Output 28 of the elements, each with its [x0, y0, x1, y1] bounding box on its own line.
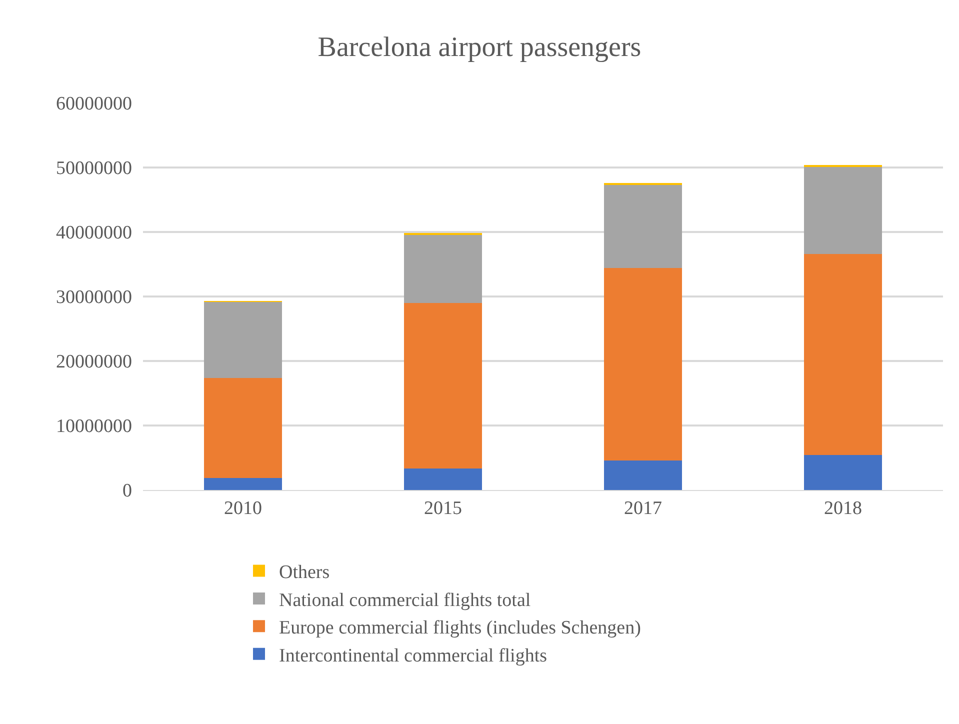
legend-label: Others — [279, 562, 330, 584]
bar — [404, 468, 482, 490]
bar — [604, 268, 682, 460]
bar — [804, 166, 882, 254]
x-tick-label: 2017 — [624, 498, 662, 519]
bar — [404, 302, 482, 469]
legend-label: National commercial flights total — [279, 590, 531, 611]
bar — [604, 184, 682, 268]
legend-label: Intercontinental commercial flights — [279, 645, 548, 666]
x-tick-label: 2018 — [824, 498, 862, 519]
y-tick-label: 30000000 — [56, 287, 132, 308]
y-tick-label: 60000000 — [56, 94, 132, 115]
bar — [204, 378, 282, 478]
bar — [804, 455, 882, 490]
y-tick-label: 50000000 — [56, 158, 132, 180]
bar — [804, 254, 882, 456]
x-tick-label: 2015 — [424, 498, 462, 519]
bar — [404, 234, 482, 303]
bar — [204, 302, 282, 378]
chart-title: Barcelona airport passengers — [318, 32, 642, 63]
y-tick-label: 40000000 — [56, 222, 132, 244]
legend-label: Europe commercial flights (includes Schengen) — [279, 618, 641, 639]
bar — [204, 478, 282, 490]
bar — [604, 460, 682, 490]
x-tick-label: 2010 — [224, 498, 262, 519]
y-tick-label: 20000000 — [56, 352, 132, 373]
y-tick-label: 0 — [122, 480, 132, 502]
y-tick-label: 10000000 — [56, 416, 132, 438]
